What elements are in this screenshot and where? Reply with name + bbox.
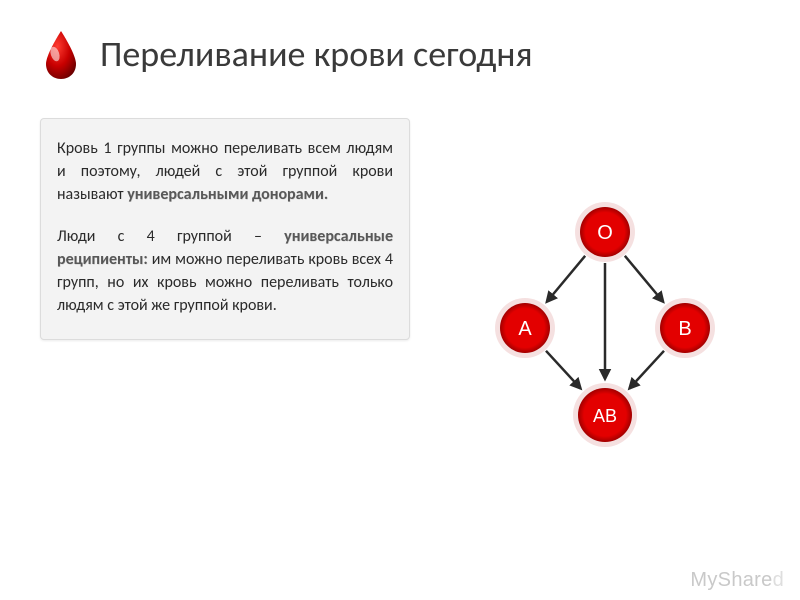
node-B: B (655, 298, 715, 358)
svg-text:AB: AB (593, 406, 617, 426)
blood-type-diagram: OABAB (450, 186, 760, 456)
blood-type-graph-svg: OABAB (450, 186, 760, 456)
paragraph-donors: Кровь 1 группы можно переливать всем люд… (57, 137, 393, 207)
svg-text:A: A (518, 318, 532, 340)
svg-text:O: O (597, 222, 613, 244)
svg-text:B: B (678, 318, 691, 340)
paragraph-recipients: Люди с 4 группой – универсальные реципие… (57, 225, 393, 318)
slide: Переливание крови сегодня Кровь 1 группы… (0, 0, 800, 600)
content-area: Кровь 1 группы можно переливать всем люд… (40, 108, 760, 340)
slide-title: Переливание крови сегодня (100, 32, 533, 76)
title-row: Переливание крови сегодня (40, 28, 760, 80)
edge-A-AB (546, 351, 581, 389)
node-AB: AB (573, 383, 637, 447)
watermark-left: MyShare (690, 569, 772, 591)
info-text-box: Кровь 1 группы можно переливать всем люд… (40, 118, 410, 340)
watermark: MyShared (690, 569, 784, 592)
edge-O-A (547, 256, 585, 302)
edge-O-B (625, 256, 663, 302)
watermark-right: d (773, 569, 784, 591)
node-O: O (575, 202, 635, 262)
edge-B-AB (629, 351, 664, 389)
blood-drop-icon (40, 28, 82, 80)
node-A: A (495, 298, 555, 358)
